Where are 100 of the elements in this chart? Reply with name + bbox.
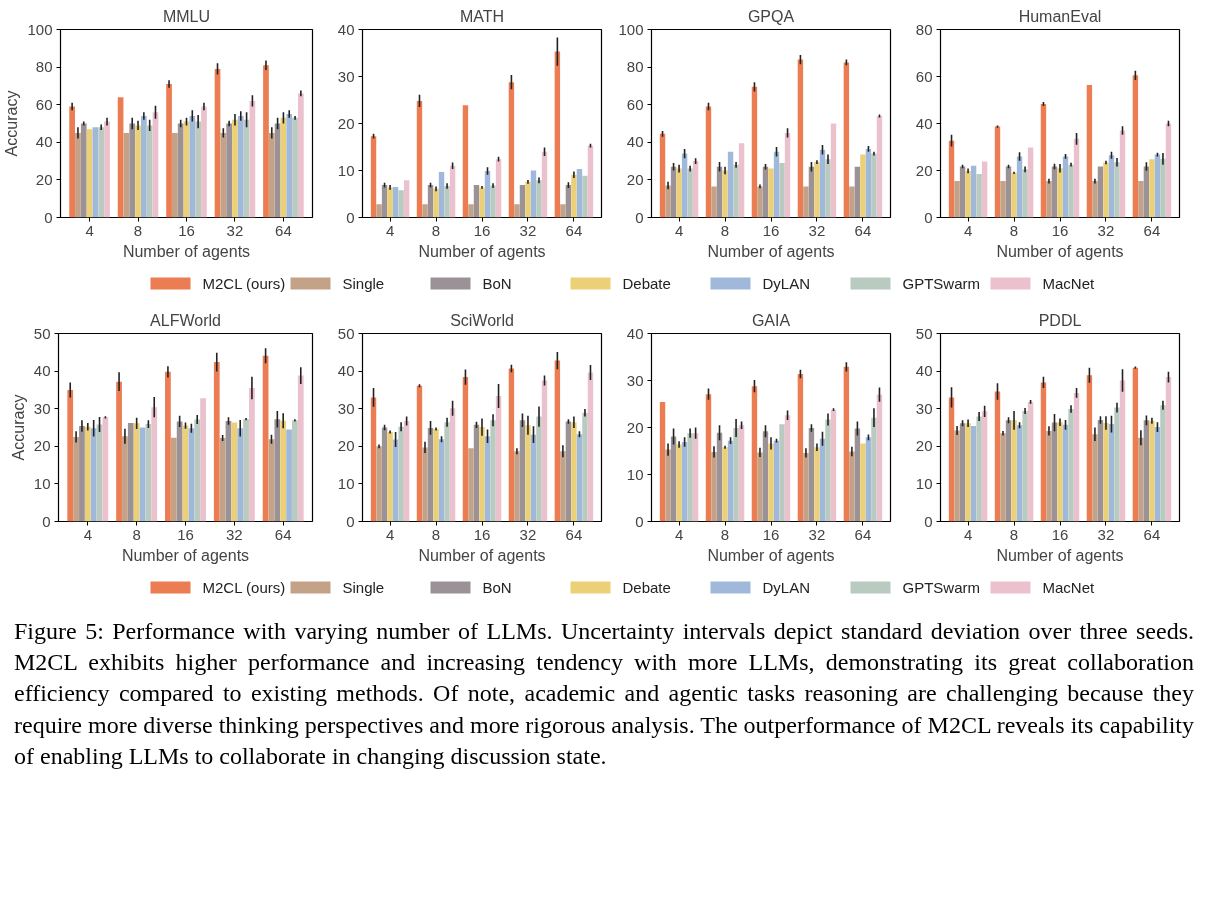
y-tick-label: 10 bbox=[915, 474, 933, 492]
y-tick-label: 40 bbox=[626, 133, 644, 151]
x-tick-label: 64 bbox=[565, 221, 583, 239]
chart-title: GAIA bbox=[751, 311, 791, 329]
bar bbox=[514, 204, 520, 218]
bar bbox=[865, 437, 872, 522]
y-tick-label: 80 bbox=[626, 58, 644, 76]
bar bbox=[519, 420, 526, 522]
legend-label: DyLAN bbox=[762, 275, 811, 292]
y-tick-label: 60 bbox=[35, 95, 53, 113]
bar bbox=[773, 440, 780, 522]
bar bbox=[1027, 401, 1034, 522]
bar bbox=[525, 425, 531, 522]
x-axis-title: Number of agents bbox=[122, 242, 251, 260]
y-tick-label: 40 bbox=[337, 20, 355, 38]
bar bbox=[286, 429, 292, 522]
bar bbox=[79, 426, 85, 522]
bar bbox=[116, 381, 122, 522]
bar bbox=[1149, 159, 1155, 218]
bar bbox=[416, 385, 423, 522]
bar bbox=[670, 166, 677, 218]
bar bbox=[773, 151, 780, 218]
x-tick-label: 16 bbox=[762, 525, 780, 543]
bar bbox=[98, 127, 105, 218]
bar bbox=[263, 65, 269, 218]
y-tick-label: 80 bbox=[35, 58, 53, 76]
bar bbox=[1016, 425, 1023, 522]
bar bbox=[297, 375, 304, 522]
bar bbox=[398, 190, 404, 218]
bar bbox=[438, 171, 445, 218]
bar bbox=[1097, 166, 1104, 218]
bar bbox=[876, 115, 883, 218]
bar bbox=[659, 402, 666, 522]
bar bbox=[536, 416, 542, 522]
bar bbox=[473, 424, 480, 522]
bar bbox=[976, 174, 982, 218]
bar bbox=[508, 82, 515, 218]
bar bbox=[67, 389, 74, 522]
bar bbox=[1073, 392, 1080, 522]
x-tick-label: 64 bbox=[274, 525, 292, 543]
x-tick-label: 8 bbox=[1009, 525, 1019, 543]
bar bbox=[1160, 405, 1166, 522]
bar bbox=[576, 169, 583, 218]
legend-label: M2CL (ours) bbox=[202, 275, 286, 292]
x-tick-label: 4 bbox=[385, 221, 395, 239]
bar bbox=[803, 186, 809, 218]
bar bbox=[665, 185, 671, 218]
bar bbox=[762, 431, 769, 522]
y-tick-label: 40 bbox=[35, 133, 53, 151]
bar bbox=[1027, 147, 1034, 218]
bar bbox=[286, 114, 293, 218]
bar bbox=[854, 428, 861, 522]
bar bbox=[422, 447, 428, 522]
bar bbox=[232, 119, 238, 218]
bar bbox=[1086, 375, 1093, 522]
x-tick-label: 8 bbox=[133, 221, 143, 239]
chart-title: MMLU bbox=[162, 7, 211, 25]
bar bbox=[141, 115, 147, 218]
bar bbox=[195, 121, 201, 218]
bar bbox=[444, 422, 450, 522]
bar bbox=[80, 123, 87, 218]
bar bbox=[814, 162, 820, 218]
bar bbox=[189, 115, 196, 218]
y-tick-label: 40 bbox=[33, 362, 51, 380]
bar bbox=[226, 123, 232, 218]
legend-label: MacNet bbox=[1042, 275, 1096, 292]
bar bbox=[69, 106, 75, 218]
bar bbox=[104, 121, 110, 218]
bar bbox=[433, 429, 439, 522]
bar bbox=[1016, 156, 1023, 218]
bar bbox=[797, 59, 804, 218]
bar bbox=[994, 391, 1001, 522]
bar bbox=[560, 204, 566, 218]
bar bbox=[508, 368, 515, 522]
bar bbox=[387, 187, 393, 218]
bar bbox=[808, 166, 815, 218]
bar bbox=[1114, 162, 1120, 218]
y-tick-label: 0 bbox=[635, 512, 644, 530]
y-tick-label: 0 bbox=[44, 208, 53, 226]
y-tick-label: 10 bbox=[337, 161, 355, 179]
x-tick-label: 32 bbox=[519, 525, 537, 543]
x-tick-label: 64 bbox=[1143, 221, 1161, 239]
bar bbox=[1040, 382, 1047, 522]
y-tick-label: 30 bbox=[626, 371, 644, 389]
y-tick-label: 10 bbox=[626, 465, 644, 483]
bar bbox=[1119, 380, 1126, 522]
x-tick-label: 64 bbox=[854, 221, 872, 239]
chart-title: GPQA bbox=[747, 7, 795, 25]
bar bbox=[716, 432, 723, 522]
x-tick-label: 64 bbox=[1143, 525, 1161, 543]
bar bbox=[479, 187, 485, 218]
bar bbox=[403, 180, 410, 218]
x-axis-title: Number of agents bbox=[707, 546, 835, 564]
bar bbox=[1132, 367, 1139, 522]
bar bbox=[444, 186, 450, 218]
x-tick-label: 16 bbox=[473, 525, 491, 543]
bar bbox=[1097, 419, 1104, 522]
y-tick-label: 0 bbox=[635, 208, 644, 226]
y-tick-label: 20 bbox=[915, 437, 933, 455]
bar bbox=[416, 100, 423, 218]
